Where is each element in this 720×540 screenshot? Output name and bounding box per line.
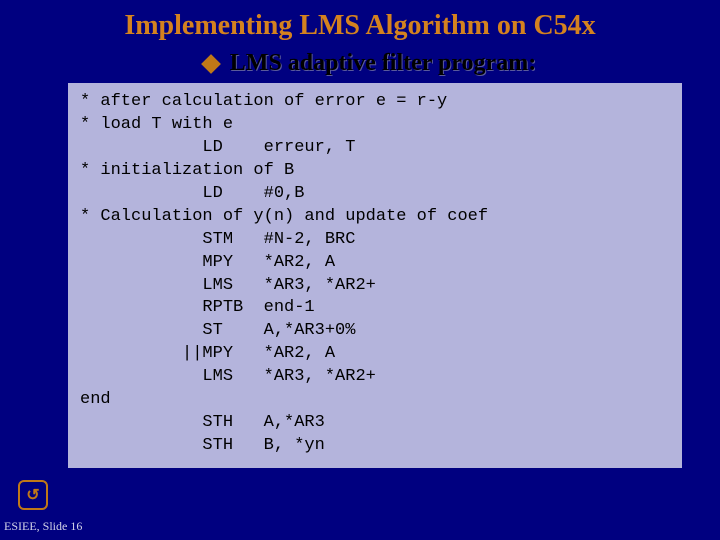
return-icon[interactable]: ↺ — [18, 480, 48, 510]
slide-subtitle: LMS adaptive filter program: — [230, 50, 536, 77]
subtitle-row: LMS adaptive filter program: — [0, 50, 720, 77]
slide-footer: ESIEE, Slide 16 — [4, 519, 82, 534]
bullet-icon — [201, 54, 221, 74]
code-block: * after calculation of error e = r-y * l… — [68, 83, 682, 468]
slide-title: Implementing LMS Algorithm on C54x — [0, 0, 720, 42]
